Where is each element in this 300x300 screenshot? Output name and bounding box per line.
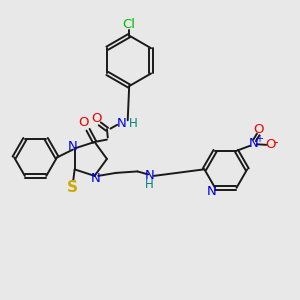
Text: N: N: [249, 137, 259, 150]
Text: H: H: [129, 117, 137, 130]
Text: S: S: [67, 180, 78, 195]
Text: O: O: [265, 138, 276, 151]
Text: O: O: [91, 112, 102, 125]
Text: N: N: [68, 140, 77, 153]
Text: N: N: [116, 117, 126, 130]
Text: N: N: [144, 169, 154, 182]
Text: Cl: Cl: [123, 18, 136, 31]
Text: -: -: [274, 136, 278, 149]
Text: N: N: [91, 172, 101, 185]
Text: O: O: [253, 123, 263, 136]
Text: O: O: [79, 116, 89, 129]
Text: N: N: [207, 185, 217, 198]
Text: +: +: [255, 134, 263, 144]
Text: H: H: [145, 178, 154, 191]
